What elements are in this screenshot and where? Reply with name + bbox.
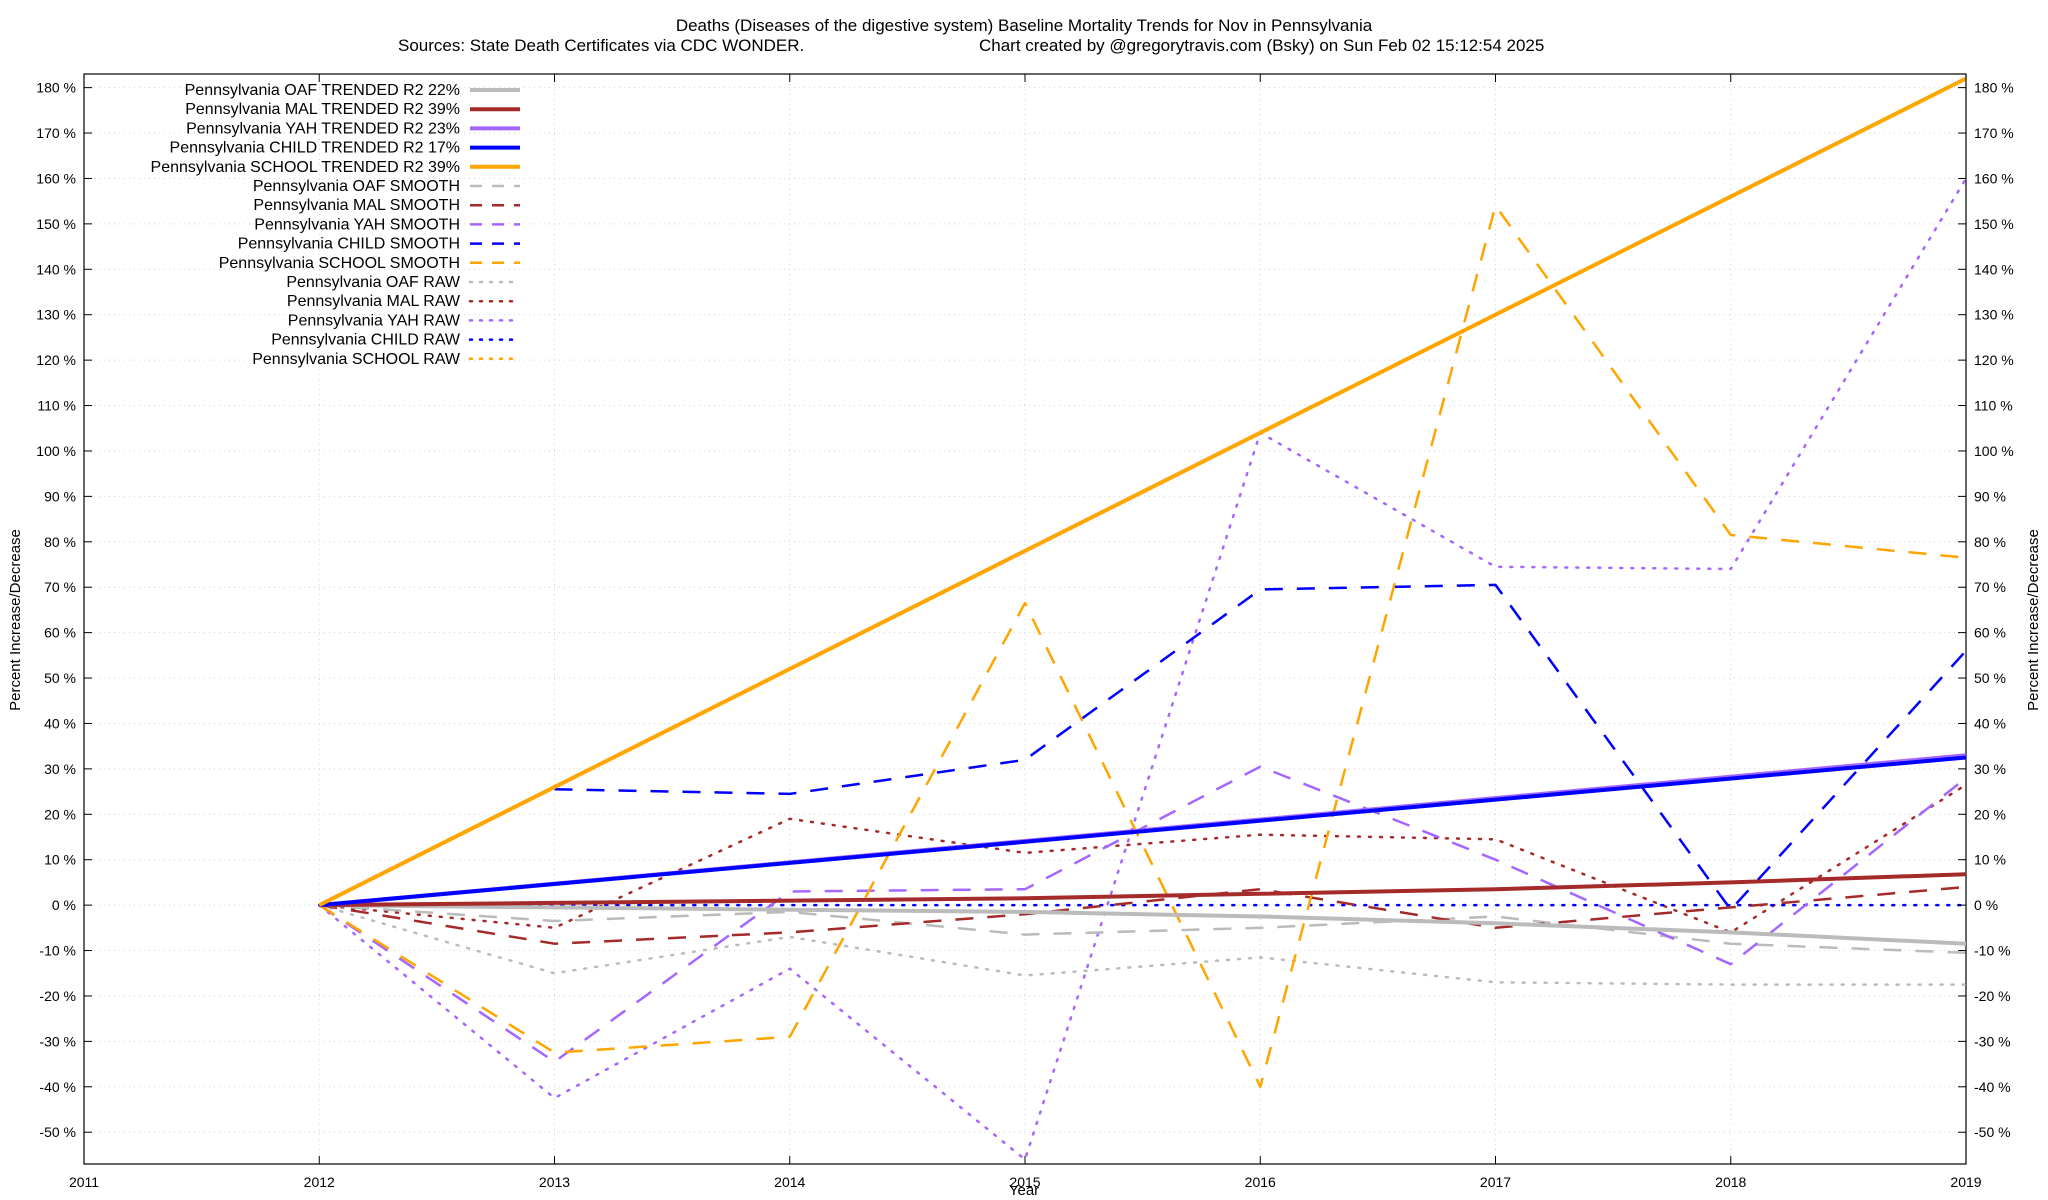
y-tick-label-left: -10 %: [39, 943, 76, 959]
series-line-8: [554, 583, 1967, 911]
legend-label: Pennsylvania OAF SMOOTH: [253, 178, 460, 195]
y-tick-label-left: 100 %: [36, 443, 76, 459]
y-tick-label-right: 170 %: [1974, 125, 2014, 141]
y-tick-label-right: 90 %: [1974, 488, 2006, 504]
y-tick-label-right: 0 %: [1974, 897, 1998, 913]
x-tick-label: 2016: [1245, 1174, 1276, 1190]
legend: Pennsylvania OAF TRENDED R2 22% Pennsylva…: [151, 82, 522, 368]
series-line-9: [318, 204, 1967, 1089]
legend-label: Pennsylvania CHILD SMOOTH: [238, 236, 460, 253]
legend-label: Pennsylvania YAH TRENDED R2 23%: [186, 120, 460, 137]
y-tick-label-right: 60 %: [1974, 625, 2006, 641]
y-tick-label-left: -30 %: [39, 1033, 76, 1049]
y-tick-label-left: 20 %: [44, 806, 76, 822]
x-tick-label: 2018: [1715, 1174, 1746, 1190]
chart-source: Sources: State Death Certificates via CD…: [398, 36, 804, 55]
y-tick-label-right: 10 %: [1974, 852, 2006, 868]
x-tick-label: 2017: [1480, 1174, 1511, 1190]
y-tick-label-right: -30 %: [1974, 1033, 2011, 1049]
y-tick-label-left: 140 %: [36, 261, 76, 277]
legend-label: Pennsylvania CHILD RAW: [271, 332, 461, 349]
y-tick-label-right: -10 %: [1974, 943, 2011, 959]
y-tick-label-right: 110 %: [1974, 398, 2013, 414]
legend-label: Pennsylvania SCHOOL SMOOTH: [219, 255, 460, 272]
series-line-3: [319, 755, 1967, 908]
legend-label: Pennsylvania SCHOOL TRENDED R2 39%: [151, 159, 460, 176]
y-tick-label-right: 130 %: [1974, 307, 2014, 323]
x-tick-label: 2019: [1950, 1174, 1981, 1190]
y-tick-label-right: 30 %: [1974, 761, 2006, 777]
legend-label: Pennsylvania OAF RAW: [286, 274, 461, 291]
legend-label: Pennsylvania YAH RAW: [288, 312, 461, 329]
y-tick-label-left: -50 %: [39, 1124, 76, 1140]
y-tick-label-left: 110 %: [37, 398, 76, 414]
series-line-1: [319, 872, 1967, 908]
series-line-12: [318, 177, 1968, 1161]
y-axis-label-left: Percent Increase/Decrease: [7, 529, 24, 711]
chart-title: Deaths (Diseases of the digestive system…: [676, 16, 1373, 35]
y-tick-label-right: 20 %: [1974, 806, 2006, 822]
y-tick-label-left: 40 %: [44, 715, 76, 731]
y-tick-label-left: -40 %: [39, 1079, 76, 1095]
y-tick-label-right: 160 %: [1974, 170, 2014, 186]
legend-label: Pennsylvania MAL RAW: [287, 293, 461, 310]
legend-label: Pennsylvania CHILD TRENDED R2 17%: [170, 140, 460, 157]
series-line-0: [319, 903, 1967, 946]
y-tick-label-right: 80 %: [1974, 534, 2006, 550]
y-tick-label-right: -50 %: [1974, 1124, 2011, 1140]
series-lines: [318, 76, 1968, 1161]
y-tick-label-left: 60 %: [44, 625, 76, 641]
y-tick-label-right: 150 %: [1974, 216, 2014, 232]
y-tick-label-left: 10 %: [44, 852, 76, 868]
y-tick-label-right: 120 %: [1974, 352, 2014, 368]
y-tick-label-right: 70 %: [1974, 579, 2006, 595]
legend-label: Pennsylvania YAH SMOOTH: [254, 216, 460, 233]
y-tick-label-right: 40 %: [1974, 715, 2006, 731]
x-tick-label: 2012: [304, 1174, 335, 1190]
legend-label: Pennsylvania MAL SMOOTH: [253, 197, 460, 214]
y-tick-label-left: 130 %: [36, 307, 76, 323]
y-tick-label-right: 140 %: [1974, 261, 2014, 277]
y-tick-label-left: 150 %: [36, 216, 76, 232]
y-tick-label-left: 70 %: [44, 579, 76, 595]
y-tick-label-left: 120 %: [36, 352, 76, 368]
axis-ticks: -50 % -50 % -40 % -40 % -30 % -30 % -20 % -20 %…: [36, 74, 2014, 1190]
y-tick-label-left: 0 %: [52, 897, 76, 913]
y-tick-label-left: -20 %: [39, 988, 76, 1004]
y-tick-label-left: 180 %: [36, 80, 76, 96]
y-tick-label-left: 30 %: [44, 761, 76, 777]
x-axis-label: Year: [1009, 1182, 1039, 1199]
y-tick-label-left: 170 %: [36, 125, 76, 141]
series-line-11: [318, 783, 1968, 934]
chart-credit: Chart created by @gregorytravis.com (Bsk…: [979, 36, 1544, 55]
y-tick-label-left: 160 %: [36, 170, 76, 186]
x-tick-label: 2014: [774, 1174, 805, 1190]
series-line-6: [319, 885, 1967, 945]
legend-label: Pennsylvania MAL TRENDED R2 39%: [185, 101, 460, 118]
y-tick-label-right: -20 %: [1974, 988, 2011, 1004]
series-line-4: [318, 76, 1967, 907]
x-tick-label: 2015: [1009, 1174, 1040, 1190]
grid: [83, 74, 1967, 1164]
series-line-10: [318, 903, 1968, 986]
x-tick-label: 2011: [69, 1174, 99, 1190]
y-tick-label-left: 80 %: [44, 534, 76, 550]
series-line-7: [318, 765, 1967, 1064]
y-tick-label-right: -40 %: [1974, 1079, 2011, 1095]
y-tick-label-right: 50 %: [1974, 670, 2006, 686]
y-tick-label-left: 50 %: [44, 670, 76, 686]
x-tick-label: 2013: [539, 1174, 570, 1190]
legend-label: Pennsylvania SCHOOL RAW: [252, 351, 461, 368]
legend-label: Pennsylvania OAF TRENDED R2 22%: [185, 82, 460, 99]
y-axis-label-right: Percent Increase/Decrease: [2025, 529, 2042, 711]
y-tick-label-left: 90 %: [44, 488, 76, 504]
y-tick-label-right: 100 %: [1974, 443, 2014, 459]
y-tick-label-right: 180 %: [1974, 80, 2014, 96]
